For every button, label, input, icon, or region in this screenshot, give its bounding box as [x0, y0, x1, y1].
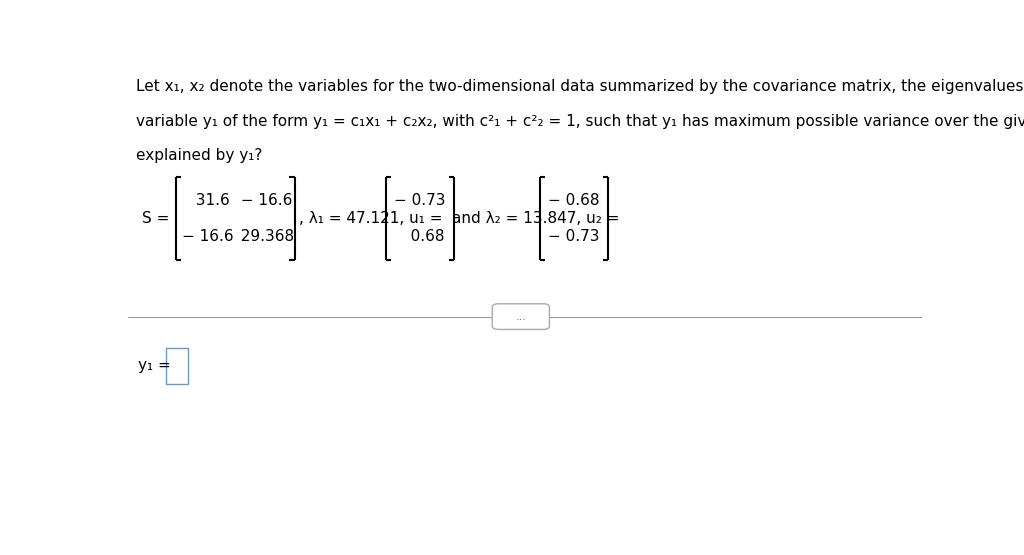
Text: 31.6: 31.6: [186, 193, 230, 208]
FancyBboxPatch shape: [493, 304, 550, 330]
Text: − 0.73: − 0.73: [394, 193, 445, 208]
Text: variable y₁ of the form y₁ = c₁x₁ + c₂x₂, with c²₁ + c²₂ = 1, such that y₁ has m: variable y₁ of the form y₁ = c₁x₁ + c₂x₂…: [136, 114, 1024, 129]
Text: ...: ...: [515, 311, 526, 321]
Text: Let x₁, x₂ denote the variables for the two-dimensional data summarized by the c: Let x₁, x₂ denote the variables for the …: [136, 79, 1024, 94]
Text: − 16.6: − 16.6: [231, 193, 293, 208]
Text: , λ₁ = 47.121, u₁ =: , λ₁ = 47.121, u₁ =: [299, 211, 442, 226]
Text: − 0.68: − 0.68: [548, 193, 600, 208]
Text: and λ₂ = 13.847, u₂ =: and λ₂ = 13.847, u₂ =: [452, 211, 620, 226]
Text: 29.368: 29.368: [230, 229, 294, 244]
Text: − 0.73: − 0.73: [548, 229, 600, 244]
Bar: [166, 348, 188, 384]
Text: S =: S =: [142, 211, 170, 226]
Text: explained by y₁?: explained by y₁?: [136, 148, 262, 163]
Text: − 16.6: − 16.6: [182, 229, 233, 244]
Text: 0.68: 0.68: [396, 229, 444, 244]
Text: y₁ =: y₁ =: [137, 358, 170, 374]
